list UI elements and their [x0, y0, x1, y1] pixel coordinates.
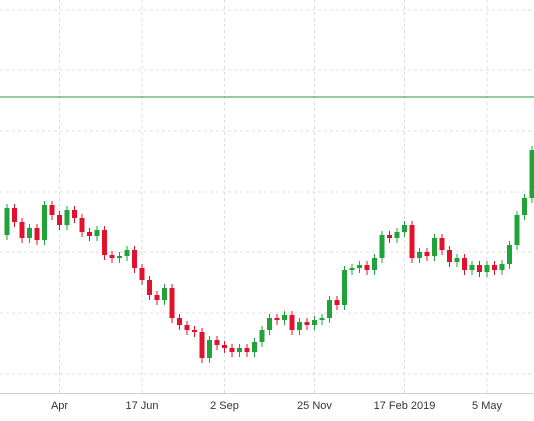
candle-body [147, 280, 152, 295]
candle-body [162, 288, 167, 300]
candle-body [394, 232, 400, 238]
candle-body [304, 322, 310, 325]
candle-body [199, 332, 205, 358]
candle-body [214, 340, 220, 345]
candle-body [349, 268, 355, 270]
candle-body [139, 268, 145, 280]
candle-body [447, 250, 452, 262]
candle-body [417, 252, 422, 258]
x-tick-label: 5 May [472, 400, 502, 412]
candle-body [49, 205, 55, 215]
candle-body [477, 265, 482, 272]
candle-body [169, 288, 175, 318]
candle-body [507, 245, 512, 264]
candle-body [492, 265, 497, 270]
candle-body [364, 265, 370, 270]
candle-body [432, 238, 437, 256]
candle-body [222, 345, 227, 348]
candle-body [244, 348, 250, 352]
candle-body [109, 255, 115, 258]
candle-body [259, 330, 265, 342]
candle-body [372, 258, 377, 270]
candle-body [334, 300, 340, 305]
candle-body [57, 215, 62, 225]
candle-body [424, 252, 430, 256]
x-tick-label: 2 Sep [210, 400, 239, 412]
candle-body [207, 340, 212, 358]
x-tick-label: 17 Feb 2019 [374, 400, 436, 412]
candle-body [379, 235, 385, 258]
candle-body [469, 265, 475, 270]
x-tick-label: 17 Jun [125, 400, 158, 412]
x-tick-label: 25 Nov [297, 400, 332, 412]
candle-body [514, 215, 520, 245]
candle-body [327, 300, 332, 318]
candle-body [297, 322, 302, 330]
candle-body [312, 320, 317, 325]
candle-body [229, 348, 235, 352]
candle-body [357, 265, 362, 268]
candle-body [252, 342, 257, 352]
candle-body [342, 270, 347, 305]
candle-body [102, 230, 107, 255]
candle-body [267, 318, 272, 330]
candle-body [177, 318, 182, 325]
candle-body [27, 228, 32, 238]
candle-body [42, 205, 47, 240]
candle-body [274, 318, 280, 320]
candle-body [184, 325, 190, 330]
candle-body [124, 250, 130, 256]
candle-body [34, 228, 40, 240]
candle-body [499, 264, 505, 270]
candle-body [117, 256, 122, 258]
candle-body [72, 210, 77, 218]
candle-body [484, 265, 490, 272]
candle-body [154, 295, 160, 300]
candle-body [94, 230, 100, 236]
candle-body [529, 150, 534, 198]
candle-body [387, 235, 392, 238]
candle-body [462, 258, 467, 270]
candle-body [4, 208, 10, 235]
candle-body [19, 222, 25, 238]
candle-body [192, 330, 197, 332]
candle-body [409, 225, 415, 258]
candle-body [64, 210, 70, 225]
candle-body [282, 315, 287, 320]
x-tick-label: Apr [51, 400, 68, 412]
candle-body [402, 225, 407, 232]
candle-body [87, 232, 92, 236]
candle-body [439, 238, 445, 250]
candle-body [454, 258, 460, 262]
candle-body [79, 218, 85, 232]
candle-body [289, 315, 295, 330]
candle-body [12, 208, 17, 222]
candle-body [132, 250, 137, 268]
candle-body [319, 318, 325, 320]
candle-body [522, 198, 527, 215]
candle-body [237, 348, 242, 352]
